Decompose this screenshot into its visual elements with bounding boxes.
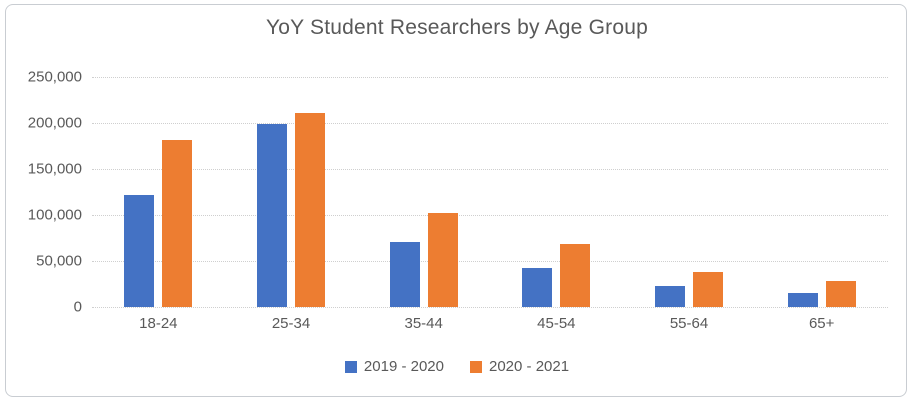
y-tick-label: 150,000 [27,160,82,178]
gridline [92,307,888,308]
y-tick-label: 50,000 [36,252,82,270]
bar-group-35-44 [357,77,490,307]
bar-2019-2020-18-24 [124,194,155,307]
legend-swatch-2020-2021 [470,360,482,373]
bar-2019-2020-65+ [787,293,818,307]
legend-item-2019-2020: 2019 - 2020 [344,358,444,375]
bar-2020-2021-18-24 [162,140,193,307]
legend-item-2020-2021: 2020 - 2021 [470,358,569,375]
bar-2020-2021-35-44 [427,213,458,307]
legend-label-2020-2021: 2020 - 2021 [489,358,570,375]
x-axis-label: 65+ [808,315,835,332]
gridline [92,123,888,124]
gridline [92,261,888,262]
y-axis: 250,000 200,000 150,000 100,000 50,000 0 [0,69,82,316]
gridline [92,77,888,78]
bar-group-55-64 [623,77,756,307]
x-axis-label: 35-44 [404,315,443,332]
bar-groups [92,77,888,307]
plot-area [92,77,888,308]
legend-label-2019-2020: 2019 - 2020 [363,358,444,375]
chart-title: YoY Student Researchers by Age Group [266,16,648,39]
bar-group-65+ [755,77,888,307]
bar-2019-2020-45-54 [522,268,553,307]
x-axis: 18-24 25-34 35-44 45-54 55-64 65+ [92,315,888,332]
legend-swatch-2019-2020 [344,360,357,373]
bar-2019-2020-35-44 [389,241,420,307]
x-axis-label: 45-54 [537,315,576,332]
bar-group-45-54 [490,77,623,307]
bar-group-25-34 [225,77,358,307]
y-tick-label: 0 [73,298,82,316]
bar-2020-2021-45-54 [560,244,591,307]
y-tick-label: 100,000 [27,206,82,224]
y-tick-label: 200,000 [27,114,82,132]
x-axis-label: 18-24 [139,315,178,332]
gridline [92,169,888,170]
legend: 2019 - 2020 2020 - 2021 [0,358,914,375]
bar-2020-2021-25-34 [295,112,325,307]
x-axis-label: 25-34 [271,315,311,332]
bar-group-18-24 [92,77,225,307]
y-tick-label: 250,000 [27,68,82,86]
x-axis-label: 55-64 [669,315,709,332]
bar-2020-2021-55-64 [693,272,724,307]
bar-2020-2021-65+ [825,281,856,307]
gridline [92,215,888,216]
bar-2019-2020-55-64 [655,285,686,307]
bar-2019-2020-25-34 [257,123,287,307]
